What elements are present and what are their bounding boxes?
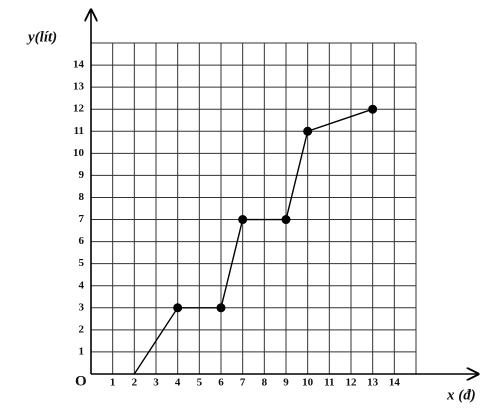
data-point xyxy=(281,215,291,225)
origin-label: O xyxy=(75,373,87,389)
x-tick-label: 13 xyxy=(367,377,379,389)
data-point xyxy=(216,303,226,313)
x-axis-label: x (đ) xyxy=(446,387,476,403)
y-tick-label: 13 xyxy=(73,81,85,93)
data-point xyxy=(368,104,378,114)
y-tick-label: 4 xyxy=(79,279,85,291)
x-tick-label: 5 xyxy=(197,377,203,389)
y-tick-label: 12 xyxy=(73,103,85,115)
x-tick-label: 10 xyxy=(302,377,314,389)
x-tick-label: 14 xyxy=(389,377,401,389)
y-tick-label: 5 xyxy=(79,257,85,269)
x-tick-label: 8 xyxy=(262,377,268,389)
data-point xyxy=(238,215,248,225)
y-tick-label: 11 xyxy=(74,125,84,137)
data-point xyxy=(303,126,313,136)
data-point xyxy=(173,303,183,313)
x-tick-label: 2 xyxy=(132,377,138,389)
x-tick-label: 4 xyxy=(175,377,181,389)
y-tick-label: 1 xyxy=(79,345,85,357)
y-tick-label: 2 xyxy=(79,323,85,335)
y-tick-label: 7 xyxy=(79,213,85,225)
x-tick-label: 1 xyxy=(110,377,116,389)
y-tick-label: 10 xyxy=(73,147,85,159)
x-tick-label: 12 xyxy=(346,377,358,389)
y-tick-label: 14 xyxy=(73,59,85,71)
x-tick-label: 7 xyxy=(240,377,246,389)
x-tick-label: 11 xyxy=(324,377,334,389)
y-tick-label: 9 xyxy=(79,169,85,181)
y-tick-label: 8 xyxy=(79,191,85,203)
x-tick-label: 6 xyxy=(218,377,224,389)
y-tick-label: 3 xyxy=(79,301,85,313)
y-axis-label: y(lít) xyxy=(26,29,57,45)
x-tick-label: 9 xyxy=(283,377,289,389)
x-tick-label: 3 xyxy=(153,377,159,389)
y-tick-label: 6 xyxy=(79,235,85,247)
